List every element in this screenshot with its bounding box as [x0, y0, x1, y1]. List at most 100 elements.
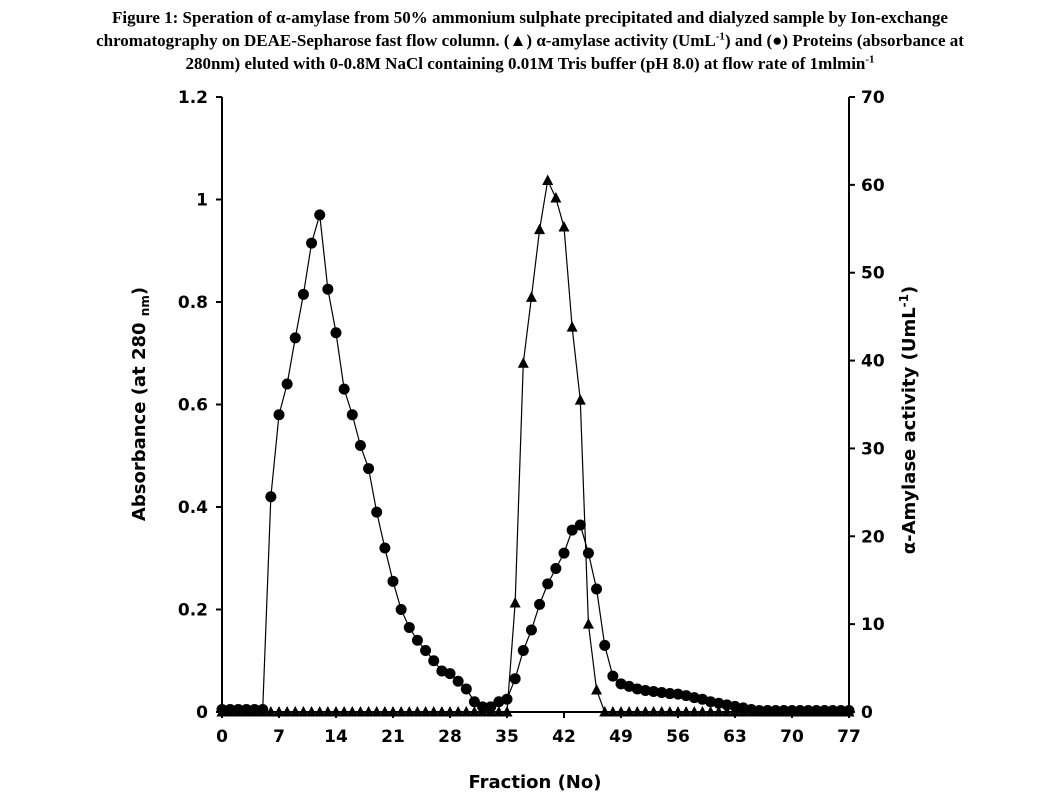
activity-point: [216, 706, 228, 717]
y-right-tick-label: 50: [861, 264, 885, 284]
activity-point: [713, 706, 725, 717]
protein-point: [688, 692, 700, 704]
protein-point: [639, 684, 651, 696]
protein-point: [509, 673, 521, 685]
x-tick-label: 35: [495, 727, 519, 747]
activity-point: [664, 706, 676, 717]
title-line-3a: 280nm) eluted with 0-0.8M NaCl containin…: [185, 54, 866, 73]
activity-point: [493, 706, 505, 717]
y-left-tick-label: 0.4: [178, 498, 208, 518]
activity-point: [729, 706, 741, 717]
activity-point: [607, 706, 619, 717]
activity-point: [273, 706, 285, 717]
activity-point: [615, 706, 627, 717]
activity-point: [794, 706, 806, 717]
protein-point: [387, 575, 399, 587]
activity-point: [395, 706, 407, 717]
y-left-label-end: ): [129, 287, 150, 295]
protein-point: [281, 378, 293, 390]
protein-point: [452, 675, 464, 687]
activity-point: [599, 706, 611, 717]
protein-point: [411, 634, 423, 646]
activity-point: [778, 706, 790, 717]
x-tick-label: 7: [273, 727, 285, 747]
x-tick-label: 14: [324, 727, 348, 747]
x-tick-label: 63: [723, 727, 747, 747]
y-right-tick-label: 0: [861, 703, 873, 723]
protein-point: [713, 697, 725, 709]
activity-point: [330, 706, 342, 717]
activity-point: [338, 706, 350, 717]
activity-point: [835, 706, 847, 717]
activity-point: [428, 706, 440, 717]
activity-point: [411, 706, 423, 717]
activity-point: [696, 706, 708, 717]
y-right-tick-label: 60: [861, 176, 885, 196]
title-line-2-sup: -1: [715, 30, 725, 43]
protein-point: [672, 688, 684, 700]
activity-point: [558, 221, 570, 232]
activity-point: [672, 706, 684, 717]
activity-point: [371, 706, 383, 717]
y-right-tick-label: 10: [861, 615, 885, 635]
protein-line: [222, 214, 849, 712]
activity-point: [802, 706, 814, 717]
activity-point: [762, 706, 774, 717]
activity-point: [314, 706, 326, 717]
protein-point: [468, 696, 480, 708]
activity-point: [460, 706, 472, 717]
activity-point: [786, 706, 798, 717]
protein-point: [420, 645, 432, 656]
title-line-2a: chromatography on DEAE-Sepharose fast fl…: [96, 31, 716, 50]
protein-point: [631, 683, 643, 695]
activity-point: [346, 706, 358, 717]
activity-point: [656, 706, 668, 717]
protein-point: [371, 506, 383, 518]
activity-point: [770, 706, 782, 717]
protein-point: [705, 696, 717, 708]
activity-point: [468, 706, 480, 717]
y-left-tick-label: 0.6: [178, 396, 208, 416]
protein-point: [379, 542, 391, 554]
activity-point: [501, 706, 513, 717]
activity-point: [534, 223, 546, 235]
activity-point: [753, 706, 765, 717]
protein-point: [664, 688, 676, 700]
y-right-label-sup: -1: [897, 294, 911, 307]
x-tick-label: 70: [780, 727, 804, 747]
protein-point: [428, 655, 440, 667]
protein-point: [721, 699, 733, 711]
activity-point: [387, 706, 399, 717]
y-right-tick-label: 20: [861, 527, 885, 547]
activity-point: [436, 706, 448, 717]
x-tick-label: 28: [438, 727, 462, 747]
protein-point: [403, 621, 415, 633]
protein-point: [330, 327, 342, 339]
x-tick-label: 21: [381, 727, 405, 747]
y-left-tick-label: 1: [196, 191, 208, 211]
protein-point: [289, 332, 301, 344]
activity-point: [257, 706, 269, 717]
y-left-label-sub: nm: [138, 295, 152, 316]
protein-point: [444, 668, 456, 680]
activity-point: [631, 706, 643, 717]
activity-point: [566, 321, 578, 332]
activity-point: [582, 618, 594, 629]
activity-point: [322, 706, 334, 717]
y-left-tick-label: 0: [196, 703, 208, 723]
y-right-tick-label: 30: [861, 439, 885, 459]
activity-point: [485, 706, 497, 717]
protein-point: [656, 687, 668, 699]
protein-point: [550, 563, 562, 574]
activity-point: [705, 706, 717, 717]
protein-point: [265, 491, 277, 503]
protein-point: [648, 686, 660, 697]
x-tick-label: 77: [837, 727, 861, 747]
y-left-tick-label: 0.2: [178, 601, 208, 621]
activity-point: [737, 706, 749, 717]
axes: 0 7 14 21 28 35 42 49 56 63 70 7700.20.40.60.811.20…: [178, 88, 885, 747]
protein-point: [534, 598, 546, 610]
x-tick-label: 49: [609, 727, 633, 747]
x-tick-label: 0: [216, 727, 228, 747]
activity-point: [517, 357, 529, 368]
